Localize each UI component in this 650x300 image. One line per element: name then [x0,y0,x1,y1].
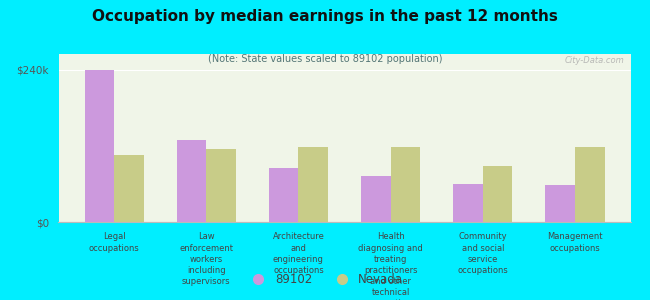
Bar [391,147,420,222]
Bar [361,176,391,222]
Bar [483,166,512,222]
Bar [545,185,575,222]
Text: Occupation by median earnings in the past 12 months: Occupation by median earnings in the pas… [92,9,558,24]
Text: City-Data.com: City-Data.com [565,56,625,65]
Bar [114,155,144,222]
Bar [206,149,236,222]
Legend: 89102, Nevada: 89102, Nevada [242,269,408,291]
Bar [298,147,328,222]
Bar [84,70,114,222]
Bar [453,184,483,222]
Bar [269,168,298,222]
Text: (Note: State values scaled to 89102 population): (Note: State values scaled to 89102 popu… [208,54,442,64]
Bar [575,147,604,222]
Bar [177,140,206,222]
